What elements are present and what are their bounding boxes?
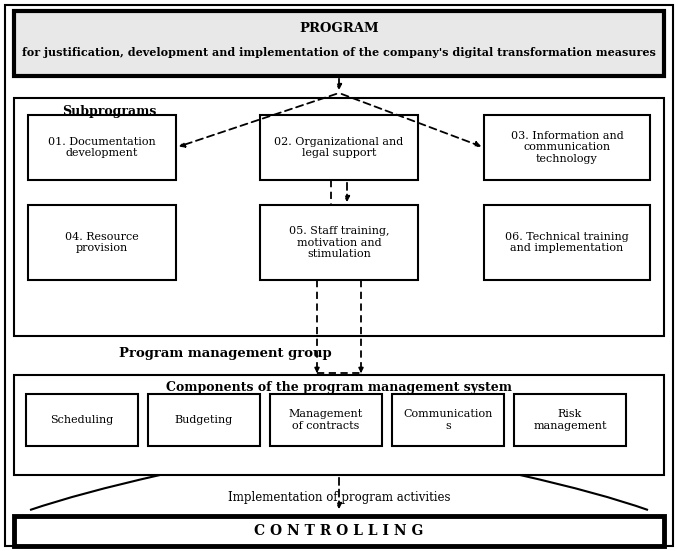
Bar <box>14 98 664 336</box>
Text: 05. Staff training,
motivation and
stimulation: 05. Staff training, motivation and stimu… <box>289 226 389 259</box>
Text: Communication
s: Communication s <box>403 409 493 431</box>
Bar <box>270 394 382 446</box>
Text: PROGRAM: PROGRAM <box>299 23 379 35</box>
Bar <box>14 11 664 76</box>
Bar <box>28 205 176 280</box>
Text: 04. Resource
provision: 04. Resource provision <box>65 232 139 253</box>
Bar <box>260 115 418 180</box>
Bar <box>260 205 418 280</box>
Text: 06. Technical training
and implementation: 06. Technical training and implementatio… <box>505 232 629 253</box>
Text: 01. Documentation
development: 01. Documentation development <box>48 137 156 158</box>
Text: Budgeting: Budgeting <box>175 415 233 425</box>
Bar <box>14 516 664 546</box>
Text: Implementation of program activities: Implementation of program activities <box>228 491 450 505</box>
Bar <box>28 115 176 180</box>
Text: Subprograms: Subprograms <box>62 105 156 117</box>
Bar <box>484 115 650 180</box>
Text: Scheduling: Scheduling <box>50 415 114 425</box>
Text: 03. Information and
communication
technology: 03. Information and communication techno… <box>511 131 623 164</box>
Text: 02. Organizational and
legal support: 02. Organizational and legal support <box>275 137 403 158</box>
Bar <box>392 394 504 446</box>
Bar <box>514 394 626 446</box>
Bar <box>26 394 138 446</box>
Text: Risk
management: Risk management <box>534 409 607 431</box>
Text: Components of the program management system: Components of the program management sys… <box>166 381 512 393</box>
Text: Program management group: Program management group <box>119 348 332 360</box>
Text: for justification, development and implementation of the company's digital trans: for justification, development and imple… <box>22 47 656 58</box>
Bar <box>148 394 260 446</box>
Bar <box>484 205 650 280</box>
Text: Management
of contracts: Management of contracts <box>289 409 363 431</box>
Text: C O N T R O L L I N G: C O N T R O L L I N G <box>254 524 424 538</box>
Bar <box>14 375 664 475</box>
